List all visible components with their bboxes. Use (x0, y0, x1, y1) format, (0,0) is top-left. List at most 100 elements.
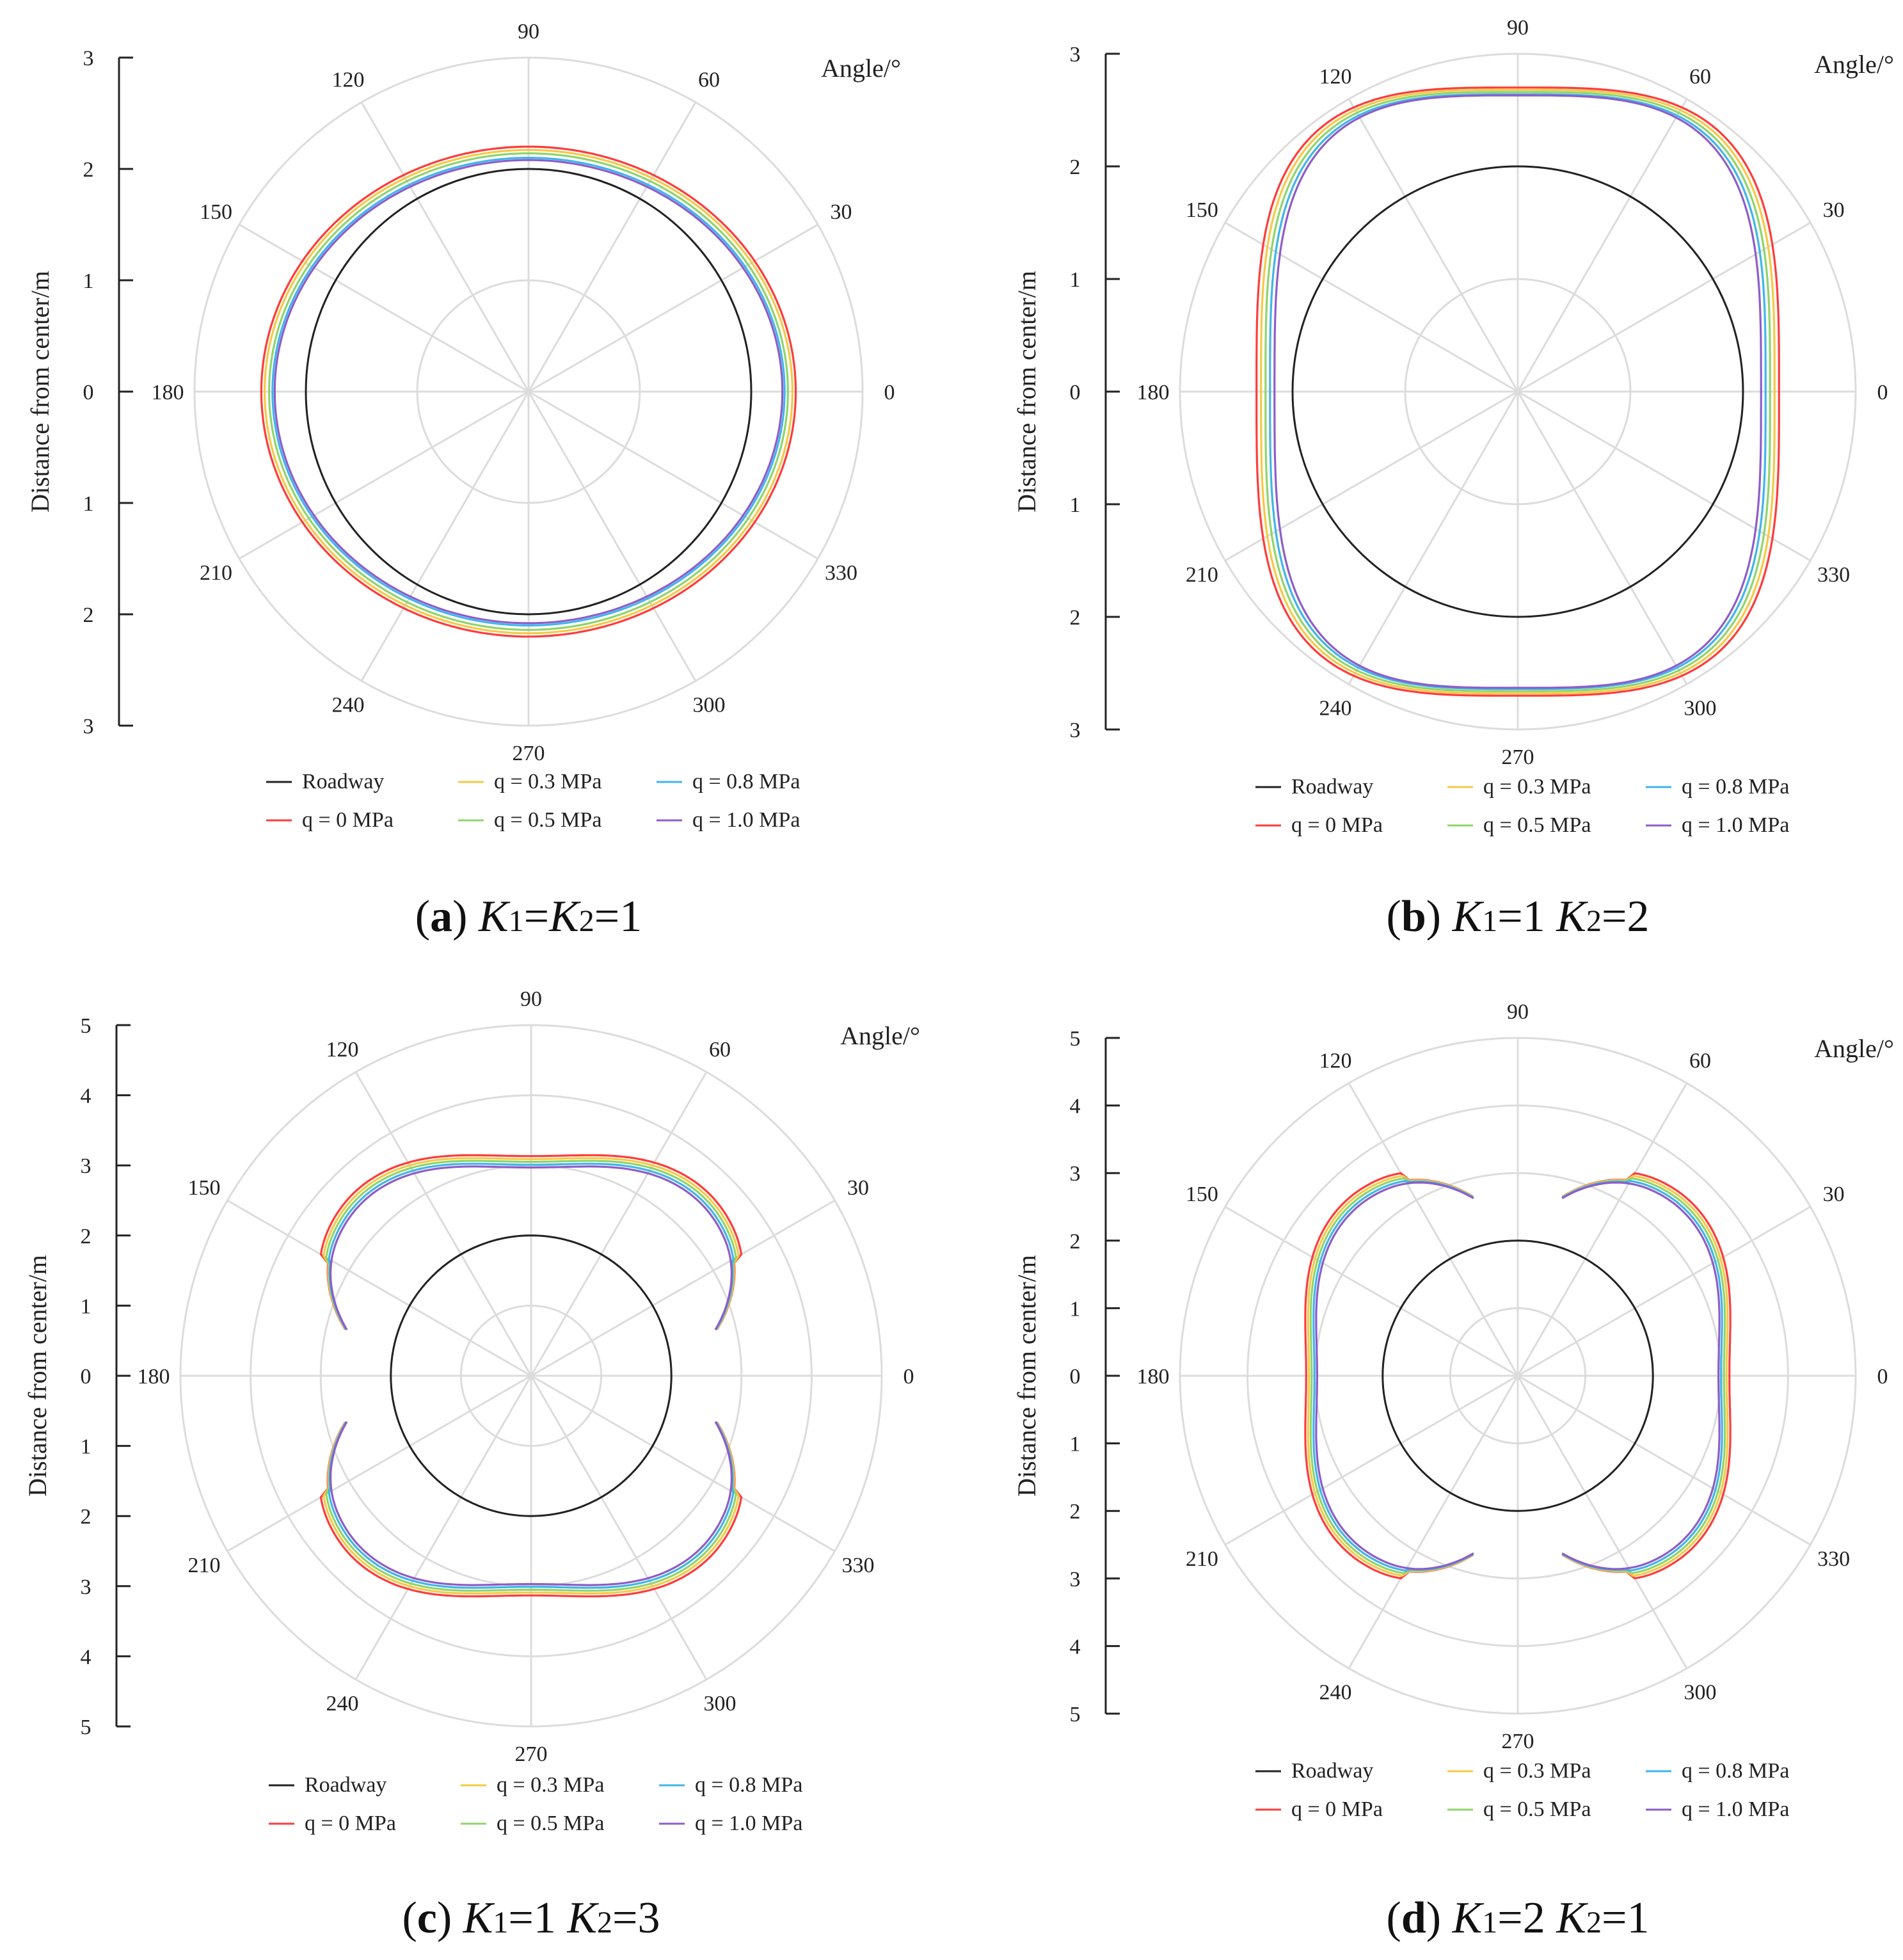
legend-label: q = 0.3 MPa (497, 1773, 604, 1797)
caption-part: a (430, 892, 452, 941)
radial-axis-title: Distance from center/m (1012, 1255, 1041, 1497)
grid-spoke (1517, 1375, 1688, 1669)
angle-axis-label: Angle/° (821, 54, 901, 83)
legend-label: Roadway (1291, 775, 1373, 799)
radial-tick-label: 3 (81, 1154, 92, 1178)
roadway-circle (1381, 1239, 1654, 1512)
angle-tick-label: 240 (332, 693, 365, 717)
grid-spoke (530, 1375, 708, 1680)
series-curve (1260, 88, 1776, 695)
radial-axis-title: Distance from center/m (26, 271, 54, 513)
series-curve (263, 148, 794, 635)
series-curve (1255, 86, 1780, 697)
angle-tick-label: 90 (518, 20, 539, 44)
legend-label: q = 0 MPa (1291, 1797, 1383, 1821)
angle-axis-label: Angle/° (1814, 1034, 1894, 1063)
radial-tick-label: 0 (81, 1365, 92, 1389)
series-curve (325, 1159, 737, 1330)
grid-spoke (527, 102, 697, 392)
angle-axis-label: Angle/° (840, 1021, 920, 1050)
radial-axis-title: Distance from center/m (1012, 271, 1041, 513)
caption-part: ( (415, 892, 430, 941)
grid-spoke (354, 1375, 532, 1680)
grid-spoke (528, 223, 818, 393)
grid-spoke (1517, 1374, 1811, 1546)
angle-tick-label: 0 (1877, 1365, 1888, 1389)
radial-tick-label: 3 (83, 715, 94, 738)
angle-tick-label: 0 (884, 381, 895, 404)
legend-label: q = 1.0 MPa (1682, 813, 1789, 837)
grid-spoke (528, 390, 818, 560)
legend-label: q = 0.8 MPa (692, 770, 800, 793)
angle-tick-label: 180 (1137, 381, 1170, 404)
angle-axis-label: Angle/° (1814, 50, 1894, 79)
legend-label: q = 1.0 MPa (695, 1812, 802, 1835)
radial-tick-label: 2 (83, 603, 94, 627)
radial-tick-label: 3 (83, 47, 94, 70)
caption-part: K (463, 1893, 495, 1943)
legend-label: q = 0 MPa (305, 1812, 396, 1835)
grid-spoke (1348, 391, 1519, 685)
radial-tick-label: 2 (81, 1505, 92, 1529)
angle-tick-label: 120 (1319, 1049, 1352, 1072)
panel-caption: (d) K1=2 K2=1 (1387, 1893, 1650, 1943)
angle-tick-label: 60 (1689, 65, 1711, 88)
series-curve (1315, 1181, 1474, 1570)
grid-spoke (530, 1199, 836, 1377)
legend-label: q = 0 MPa (1291, 813, 1383, 837)
panel-caption: (c) K1=1 K2=3 (402, 1893, 660, 1943)
caption-part: K (1556, 892, 1588, 941)
series-curve (329, 1165, 733, 1330)
caption-part: 2 (597, 1906, 612, 1940)
series-curve (322, 1157, 740, 1330)
caption-part: ) (1426, 892, 1453, 941)
angle-tick-label: 90 (1507, 16, 1529, 40)
caption-part: ) (452, 892, 479, 941)
radial-tick-label: 4 (81, 1085, 92, 1108)
radial-tick-label: 3 (1070, 1162, 1081, 1186)
grid-spoke (530, 1374, 836, 1552)
angle-tick-label: 210 (200, 561, 232, 585)
radial-tick-label: 0 (1070, 1365, 1081, 1389)
series-curve (260, 145, 797, 638)
angle-tick-label: 270 (513, 742, 545, 765)
grid-spoke (360, 102, 530, 392)
angle-tick-label: 330 (1817, 1547, 1850, 1571)
radial-tick-label: 2 (83, 158, 94, 182)
grid-spoke (1224, 221, 1518, 393)
grid-spoke (1348, 1375, 1519, 1669)
legend-label: Roadway (305, 1773, 386, 1797)
radial-tick-label: 1 (83, 269, 94, 293)
caption-part: 2 (1586, 1906, 1602, 1940)
angle-tick-label: 150 (1186, 198, 1218, 222)
grid-spoke (1517, 391, 1688, 685)
angle-tick-label: 300 (1684, 697, 1717, 721)
radial-tick-label: 2 (1070, 606, 1081, 630)
caption-part: =1 (1497, 892, 1556, 941)
caption-part: =1 (594, 892, 642, 941)
panel-b: 0306090120150180210240270300330Angle/°32… (1012, 16, 1894, 941)
legend-label: q = 0.5 MPa (1483, 1797, 1591, 1821)
angle-tick-label: 30 (1823, 1183, 1845, 1206)
series-curve (1312, 1179, 1474, 1572)
series-curve (1304, 1172, 1474, 1580)
series-curve (267, 152, 790, 632)
radial-tick-label: 1 (81, 1295, 92, 1318)
angle-tick-label: 150 (1186, 1183, 1218, 1206)
angle-tick-label: 120 (326, 1038, 359, 1062)
series-curve (1561, 1179, 1723, 1572)
angle-tick-label: 30 (847, 1176, 869, 1200)
angle-tick-label: 150 (200, 200, 232, 224)
legend-label: Roadway (302, 770, 384, 793)
legend-label: q = 0.3 MPa (494, 770, 601, 793)
grid-spoke (1517, 390, 1811, 562)
series-curve (1561, 1172, 1732, 1580)
radial-tick-label: 2 (1070, 1500, 1081, 1524)
caption-part: =1 (1602, 1893, 1649, 1943)
legend-label: q = 0 MPa (302, 808, 394, 832)
radial-tick-label: 4 (1070, 1095, 1081, 1119)
caption-part: K (1452, 892, 1485, 941)
series-curve (325, 1421, 737, 1592)
legend-label: q = 0.8 MPa (1682, 1759, 1789, 1783)
